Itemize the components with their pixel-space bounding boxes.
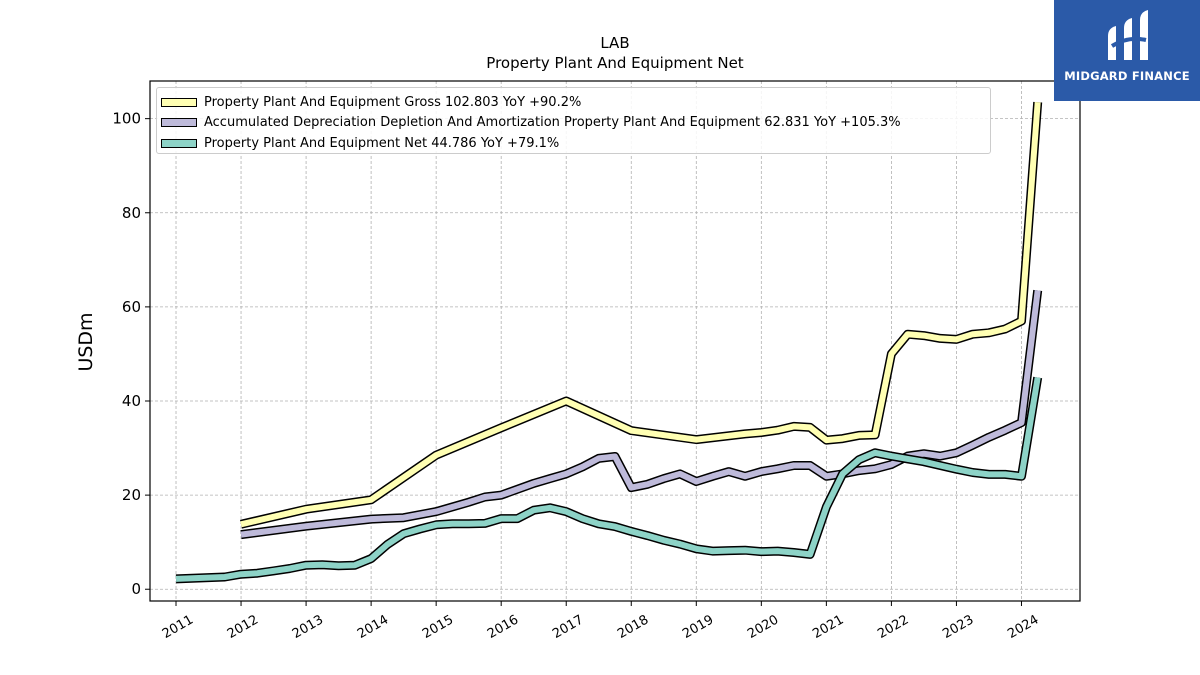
- legend-label: Accumulated Depreciation Depletion And A…: [204, 115, 901, 131]
- y-tick-label: 100: [112, 110, 141, 128]
- x-tick-label: 2018: [615, 612, 651, 642]
- x-tick-label: 2016: [485, 612, 521, 642]
- logo-text: MIDGARD FINANCE: [1064, 69, 1190, 83]
- x-tick-label: 2014: [355, 612, 391, 642]
- series-line: [175, 377, 1041, 582]
- x-tick-label: 2020: [745, 612, 781, 642]
- logo-icon: [1108, 10, 1148, 60]
- legend-item: Property Plant And Equipment Net 44.786 …: [159, 133, 990, 154]
- y-tick-label: 40: [122, 392, 141, 410]
- legend-swatch: [161, 97, 197, 107]
- x-tick-label: 2023: [940, 612, 976, 642]
- legend-swatch: [161, 118, 197, 128]
- y-axis-label: USDm: [75, 312, 97, 371]
- x-tick-label: 2024: [1005, 612, 1041, 642]
- y-tick-label: 80: [122, 204, 141, 222]
- series-line: [240, 290, 1041, 538]
- legend: Property Plant And Equipment Gross 102.8…: [156, 87, 991, 154]
- y-tick-label: 60: [122, 298, 141, 316]
- chart-title: LAB: [600, 34, 629, 52]
- y-tick-label: 0: [131, 580, 141, 598]
- chart-subtitle: Property Plant And Equipment Net: [486, 54, 743, 72]
- x-tick-label: 2011: [160, 612, 196, 642]
- x-tick-label: 2019: [680, 612, 716, 642]
- x-tick-label: 2017: [550, 612, 586, 642]
- legend-label: Property Plant And Equipment Net 44.786 …: [204, 135, 560, 151]
- x-tick-label: 2015: [420, 612, 456, 642]
- legend-label: Property Plant And Equipment Gross 102.8…: [204, 94, 582, 110]
- x-tick-label: 2021: [810, 612, 846, 642]
- series-line-outline: [175, 376, 1043, 584]
- x-tick-label: 2012: [225, 612, 261, 642]
- legend-swatch: [161, 138, 197, 148]
- y-tick-label: 20: [122, 486, 141, 504]
- series-line: [240, 101, 1041, 528]
- plot-frame: [149, 80, 1081, 602]
- legend-item: Accumulated Depreciation Depletion And A…: [159, 113, 990, 134]
- x-tick-label: 2013: [290, 612, 326, 642]
- brand-logo: MIDGARD FINANCE: [1054, 0, 1200, 101]
- legend-item: Property Plant And Equipment Gross 102.8…: [159, 92, 990, 113]
- x-tick-label: 2022: [875, 612, 911, 642]
